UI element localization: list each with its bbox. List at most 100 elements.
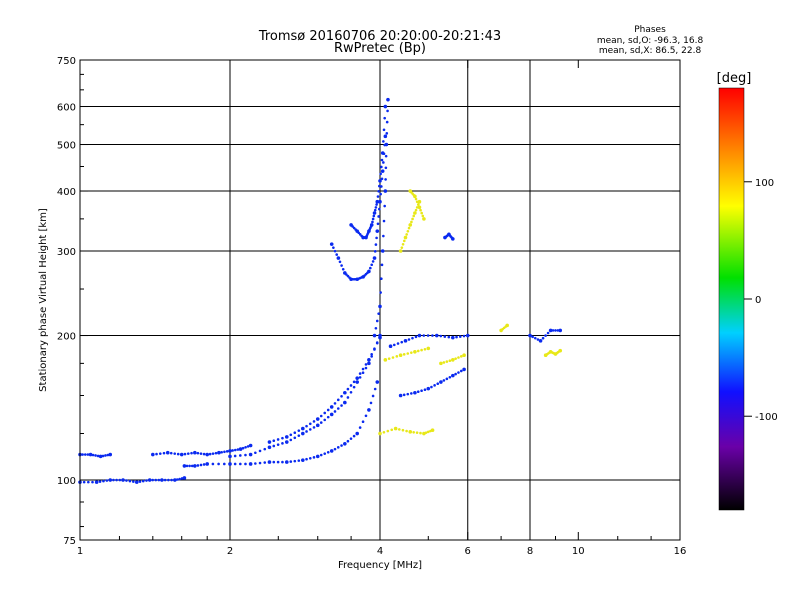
data-point: [413, 390, 417, 395]
data-point: [343, 400, 347, 405]
data-point: [554, 329, 557, 332]
data-point: [380, 169, 385, 173]
data-point: [378, 207, 381, 211]
data-point: [398, 353, 403, 357]
data-point: [412, 430, 415, 434]
data-point: [193, 464, 197, 468]
data-point: [459, 369, 463, 373]
data-point: [336, 446, 340, 449]
data-point: [98, 480, 102, 483]
data-point: [138, 480, 142, 483]
data-point: [329, 405, 334, 409]
data-point: [396, 342, 400, 345]
data-point: [377, 215, 380, 218]
data-point: [462, 334, 466, 338]
data-point: [379, 291, 382, 294]
data-point: [121, 478, 125, 482]
data-point: [128, 479, 132, 483]
data-point: [165, 450, 170, 455]
data-point: [340, 264, 343, 267]
data-point: [312, 456, 316, 459]
data-point: [193, 450, 197, 455]
data-point: [371, 220, 374, 224]
x-tick-label: 2: [227, 546, 233, 557]
data-point: [239, 462, 242, 466]
data-point: [205, 462, 209, 466]
y-tick-label: 100: [57, 476, 76, 487]
data-point: [422, 334, 426, 337]
data-point: [301, 458, 305, 462]
data-point: [370, 352, 373, 356]
data-point: [312, 420, 316, 423]
data-point: [94, 480, 99, 484]
data-point: [228, 449, 232, 453]
data-point: [246, 445, 250, 448]
data-point: [373, 347, 376, 351]
data-point: [305, 424, 308, 428]
data-point: [426, 386, 431, 391]
data-point: [284, 440, 289, 444]
data-point: [383, 189, 388, 193]
x-tick-label: 16: [674, 546, 687, 557]
data-point: [402, 353, 406, 356]
data-point: [395, 355, 399, 358]
grid-lines: [80, 60, 680, 540]
colorbar-label: [deg]: [717, 71, 752, 86]
data-point: [326, 415, 330, 419]
data-point: [402, 393, 406, 397]
data-point: [267, 440, 272, 444]
data-point: [402, 239, 406, 243]
data-point: [380, 151, 385, 155]
data-point: [244, 446, 247, 449]
data-point: [392, 343, 396, 347]
data-point: [375, 203, 378, 206]
data-point: [384, 178, 387, 181]
data-point: [390, 428, 394, 432]
data-point: [411, 336, 414, 340]
data-point: [370, 263, 374, 267]
data-point: [305, 430, 308, 433]
y-tick-label: 600: [57, 103, 76, 114]
data-point: [420, 211, 423, 215]
data-point: [301, 426, 305, 431]
data-point: [384, 166, 388, 170]
data-point: [375, 341, 379, 345]
data-point: [297, 429, 301, 432]
data-point: [349, 384, 353, 387]
data-point: [214, 451, 218, 455]
data-point: [108, 452, 113, 457]
data-point: [375, 380, 380, 384]
data-point: [231, 449, 234, 452]
data-point: [377, 190, 380, 193]
data-point: [175, 478, 179, 481]
data-point: [378, 199, 382, 204]
data-point: [358, 426, 362, 429]
data-point: [541, 336, 545, 340]
data-point: [281, 436, 284, 440]
colorbar-tick-label: 0: [755, 295, 761, 306]
data-point: [442, 379, 446, 382]
data-point: [426, 334, 430, 337]
y-tick-label: 400: [57, 187, 76, 198]
data-point: [400, 246, 404, 249]
data-point: [315, 423, 320, 428]
data-point: [323, 452, 327, 455]
data-point: [382, 430, 386, 434]
data-point: [419, 208, 422, 212]
data-point: [384, 142, 389, 147]
data-point: [548, 328, 553, 333]
data-point: [558, 328, 563, 333]
data-point: [202, 452, 206, 456]
data-point: [442, 361, 446, 364]
data-point: [319, 421, 323, 424]
data-point: [167, 478, 170, 482]
data-point: [401, 242, 405, 246]
data-point: [374, 243, 378, 246]
data-point: [281, 442, 284, 445]
data-point: [349, 437, 353, 440]
data-point: [451, 237, 455, 241]
data-point: [341, 267, 345, 271]
data-point: [451, 358, 455, 362]
data-point: [420, 389, 423, 393]
data-point: [379, 192, 382, 196]
